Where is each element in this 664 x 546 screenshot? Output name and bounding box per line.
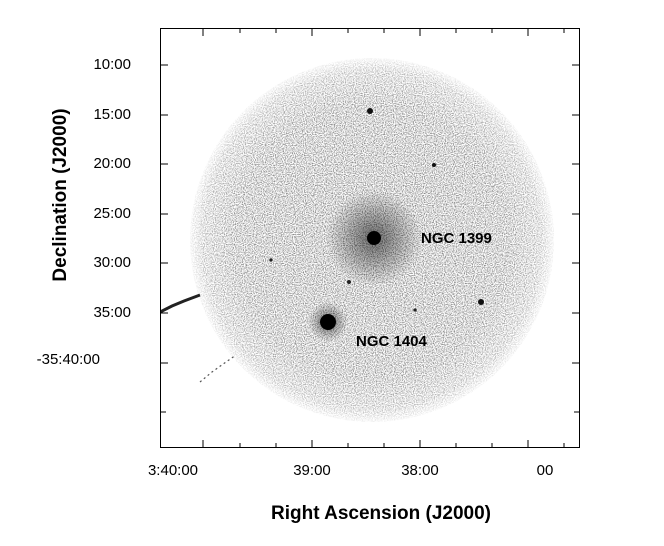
point-source (367, 108, 373, 114)
y-tick-label: 35:00 (93, 304, 131, 321)
point-source (347, 280, 351, 284)
y-tick-label: 15:00 (93, 106, 131, 123)
point-source (432, 163, 436, 167)
y-axis-ticks (160, 64, 580, 413)
x-tick-label: 00 (536, 462, 554, 479)
y-tick-label: 10:00 (93, 56, 131, 73)
source-label-ngc1399: NGC 1399 (421, 230, 492, 247)
plot-frame (160, 28, 580, 448)
point-source (269, 258, 273, 262)
ngc1404-source (320, 314, 336, 330)
y-tick-label: 20:00 (93, 155, 131, 172)
ngc1399-source (367, 231, 381, 245)
x-tick-label: 3:40:00 (147, 462, 199, 479)
y-tick-label: -35:40:00 (36, 351, 100, 368)
x-axis-title: Right Ascension (J2000) (271, 503, 491, 524)
detector-streak (160, 293, 201, 314)
point-source (413, 308, 417, 312)
x-tick-label: 38:00 (401, 462, 439, 479)
y-axis-title: Declination (J2000) (50, 108, 71, 282)
source-label-ngc1404: NGC 1404 (356, 333, 427, 350)
y-tick-label: 25:00 (93, 205, 131, 222)
point-source (478, 299, 484, 305)
y-tick-label: 30:00 (93, 254, 131, 271)
x-tick-label: 39:00 (293, 462, 331, 479)
